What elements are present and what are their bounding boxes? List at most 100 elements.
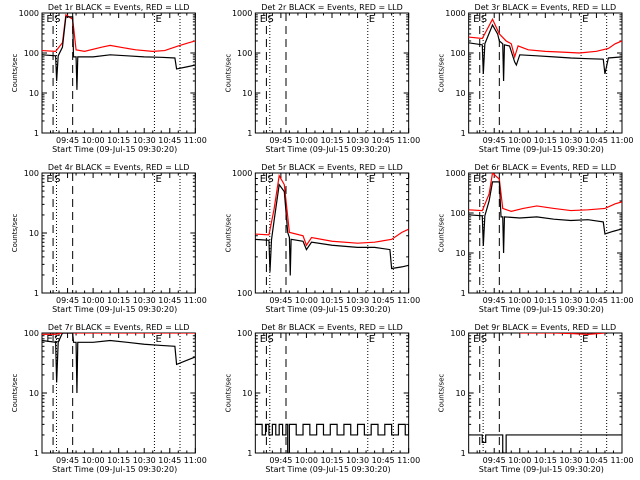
x-tick-label: 10:30: [133, 296, 156, 305]
x-axis-label: Start Time (09-Jul-15 09:30:20): [479, 305, 604, 314]
y-axis-label: Counts/sec: [438, 214, 446, 253]
x-tick-label: 10:15: [320, 296, 343, 305]
events-series-line: [468, 434, 622, 453]
detector-panel-8: Det 8r BLACK = Events, RED = LLD 1 10 100 09…: [224, 323, 420, 474]
x-tick-label: 10:30: [559, 296, 582, 305]
x-tick-label: 10:30: [559, 456, 582, 465]
y-tick-label: 100: [24, 329, 39, 338]
plot-frame: [468, 12, 623, 134]
panel-title: Det 4r BLACK = Events, RED = LLD: [48, 163, 190, 172]
panel-title: Det 9r BLACK = Events, RED = LLD: [475, 323, 617, 332]
y-tick-label: 10: [29, 229, 39, 238]
x-tick-label: 10:45: [372, 296, 395, 305]
end-marker-label: E: [155, 174, 161, 185]
x-tick-label: 10:00: [82, 456, 105, 465]
detector-panel-9: Det 9r BLACK = Events, RED = LLD 1 10 100 09…: [438, 323, 634, 474]
end-marker-label: E: [473, 174, 479, 185]
x-tick-label: 10:00: [295, 456, 318, 465]
x-tick-label: 11:00: [184, 296, 207, 305]
x-tick-label: 09:45: [269, 136, 292, 145]
y-tick-label: 10: [29, 89, 39, 98]
x-tick-label: 11:00: [397, 296, 420, 305]
x-tick-label: 10:30: [346, 456, 369, 465]
x-tick-label: 11:00: [610, 456, 633, 465]
y-tick-label: 100: [450, 49, 465, 58]
y-tick-label: 10: [455, 249, 465, 258]
x-tick-label: 09:45: [56, 136, 79, 145]
y-axis-label: Counts/sec: [224, 54, 232, 93]
x-axis-label: Start Time (09-Jul-15 09:30:20): [479, 465, 604, 474]
detector-panel-3: Det 3r BLACK = Events, RED = LLD 1 10 100 10…: [438, 3, 634, 154]
x-axis-label: Start Time (09-Jul-15 09:30:20): [52, 465, 177, 474]
x-tick-label: 10:15: [107, 456, 130, 465]
y-tick-label: 100: [24, 49, 39, 58]
end-marker-label: E: [582, 174, 588, 185]
events-series-line: [255, 423, 409, 453]
start-marker-label: S: [267, 174, 273, 185]
x-tick-label: 09:45: [483, 296, 506, 305]
x-tick-label: 10:45: [372, 136, 395, 145]
x-tick-label: 10:45: [372, 456, 395, 465]
x-axis-label: Start Time (09-Jul-15 09:30:20): [265, 305, 390, 314]
end-marker-label: E: [473, 334, 479, 345]
end-marker-label: E: [582, 334, 588, 345]
panel-title: Det 1r BLACK = Events, RED = LLD: [48, 3, 190, 12]
end-marker-label: E: [155, 334, 161, 345]
x-tick-label: 11:00: [610, 296, 633, 305]
x-tick-label: 11:00: [184, 456, 207, 465]
events-series-line: [468, 23, 622, 81]
y-tick-label: 100: [237, 49, 252, 58]
x-tick-label: 10:00: [295, 136, 318, 145]
plot-frame: [41, 332, 196, 454]
x-tick-label: 10:00: [82, 296, 105, 305]
lld-series-line: [468, 173, 622, 212]
x-tick-label: 11:00: [397, 456, 420, 465]
y-axis-label: Counts/sec: [11, 374, 19, 413]
x-tick-label: 11:00: [610, 136, 633, 145]
start-marker-label: S: [481, 14, 487, 25]
end-marker-label: E: [369, 334, 375, 345]
x-tick-label: 10:15: [320, 456, 343, 465]
x-tick-label: 10:00: [508, 136, 531, 145]
plot-frame: [254, 12, 410, 134]
x-axis-label: Start Time (09-Jul-15 09:30:20): [265, 145, 390, 154]
x-axis-label: Start Time (09-Jul-15 09:30:20): [479, 145, 604, 154]
x-tick-label: 10:45: [585, 456, 608, 465]
y-tick-label: 1000: [445, 9, 465, 18]
x-tick-label: 10:45: [158, 456, 181, 465]
y-tick-label: 100: [450, 209, 465, 218]
y-tick-label: 100: [237, 329, 252, 338]
start-marker-label: S: [481, 334, 487, 345]
start-marker-label: S: [54, 14, 60, 25]
x-axis-label: Start Time (09-Jul-15 09:30:20): [52, 305, 177, 314]
x-tick-label: 10:15: [534, 456, 557, 465]
y-tick-label: 1: [461, 449, 466, 458]
lld-series-line: [255, 173, 409, 247]
end-marker-label: E: [260, 334, 266, 345]
y-tick-label: 10: [242, 89, 252, 98]
x-axis-label: Start Time (09-Jul-15 09:30:20): [265, 465, 390, 474]
plot-frame: [41, 172, 196, 294]
events-series-line: [255, 183, 409, 276]
detector-panel-4: Det 4r BLACK = Events, RED = LLD 1 10 100 09…: [11, 163, 207, 314]
detector-panel-7: Det 7r BLACK = Events, RED = LLD 1 10 100 09…: [11, 323, 207, 474]
y-axis-label: Counts/sec: [224, 214, 232, 253]
y-tick-label: 1: [34, 129, 39, 138]
y-tick-label: 10: [242, 389, 252, 398]
end-marker-label: E: [155, 14, 161, 25]
y-tick-label: 100: [450, 329, 465, 338]
x-tick-label: 11:00: [397, 136, 420, 145]
plot-frame: [468, 172, 623, 294]
y-tick-label: 1: [34, 289, 39, 298]
x-tick-label: 10:45: [585, 136, 608, 145]
x-tick-label: 09:45: [483, 136, 506, 145]
y-tick-label: 10: [455, 389, 465, 398]
x-tick-label: 09:45: [483, 456, 506, 465]
panel-title: Det 6r BLACK = Events, RED = LLD: [475, 163, 617, 172]
y-axis-label: Counts/sec: [11, 54, 19, 93]
y-tick-label: 1000: [232, 9, 252, 18]
end-marker-label: E: [46, 14, 52, 25]
x-tick-label: 09:45: [56, 456, 79, 465]
events-series-line: [42, 16, 196, 90]
